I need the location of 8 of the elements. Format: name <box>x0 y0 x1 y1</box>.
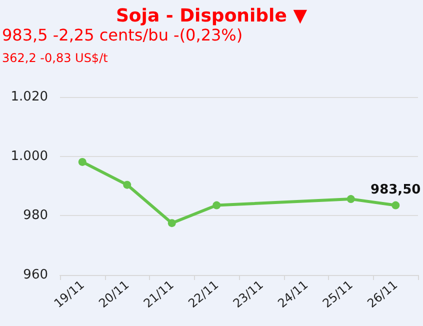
y-tick-label: 1.020 <box>10 90 48 104</box>
text: 362,2 -0,83 US$/t <box>2 51 108 65</box>
y-tick-label: 1.000 <box>10 148 48 164</box>
chart-title: Soja - Disponible ▼ <box>116 6 308 26</box>
y-tick-label: 980 <box>23 208 48 224</box>
chart-subtitle: 983,5 -2,25 cents/bu -(0,23%) <box>2 26 243 44</box>
y-tick-label: 960 <box>23 268 48 282</box>
data-label: 983,50 <box>370 182 421 198</box>
